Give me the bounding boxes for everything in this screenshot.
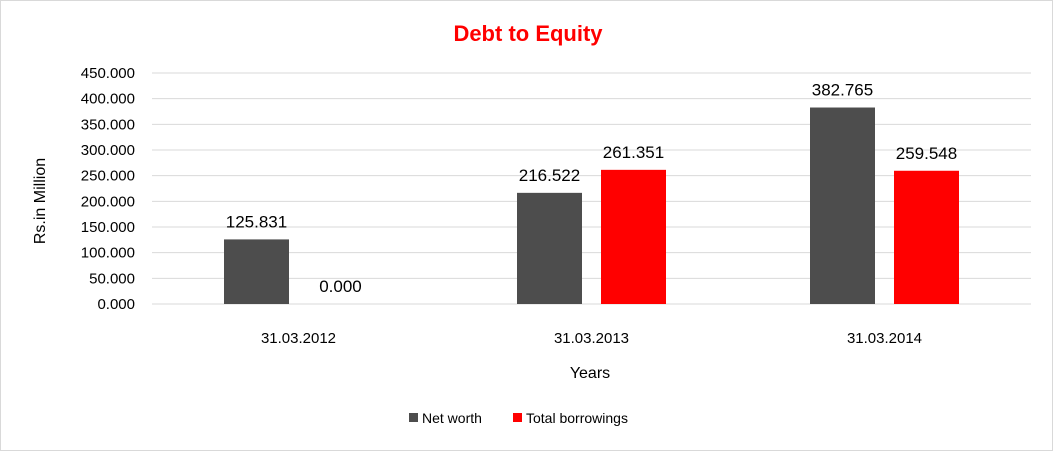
legend-label-net-worth: Net worth (422, 410, 482, 426)
bar-total-borrowings (601, 169, 666, 304)
data-label: 216.522 (519, 166, 580, 185)
data-label: 382.765 (812, 81, 873, 100)
chart-title: Debt to Equity (453, 21, 603, 46)
data-label: 259.548 (896, 144, 957, 163)
legend: Net worth Total borrowings (409, 410, 628, 426)
bar-net-worth (224, 239, 289, 304)
x-tick-label: 31.03.2013 (554, 330, 629, 347)
x-tick-label: 31.03.2012 (261, 330, 336, 347)
y-tick-label: 50.000 (89, 270, 135, 287)
x-axis-ticks: 31.03.2012 31.03.2013 31.03.2014 (261, 330, 922, 347)
y-tick-label: 200.000 (81, 193, 135, 210)
data-labels: 125.831 0.000 216.522 261.351 382.765 259.548 (226, 81, 957, 296)
data-label: 0.000 (319, 277, 362, 296)
gridlines (152, 72, 1031, 305)
data-label: 261.351 (603, 143, 664, 162)
bars (224, 107, 959, 304)
data-label: 125.831 (226, 212, 287, 231)
x-axis-title: Years (570, 365, 610, 382)
y-tick-label: 100.000 (81, 245, 135, 262)
legend-label-total-borrowings: Total borrowings (526, 410, 628, 426)
y-tick-label: 0.000 (97, 296, 135, 313)
y-tick-label: 150.000 (81, 219, 135, 236)
y-tick-label: 300.000 (81, 142, 135, 159)
y-tick-label: 350.000 (81, 116, 135, 133)
y-tick-label: 250.000 (81, 168, 135, 185)
bar-net-worth (517, 192, 582, 304)
bar-total-borrowings (894, 170, 959, 304)
legend-swatch-net-worth (409, 413, 418, 422)
y-tick-label: 400.000 (81, 91, 135, 108)
y-axis-ticks: 0.000 50.000 100.000 150.000 200.000 250.000 3… (81, 65, 135, 313)
y-axis-title: Rs.in Million (32, 158, 49, 244)
legend-swatch-total-borrowings (513, 413, 522, 422)
x-tick-label: 31.03.2014 (847, 330, 922, 347)
y-tick-label: 450.000 (81, 65, 135, 82)
bar-net-worth (810, 107, 875, 304)
